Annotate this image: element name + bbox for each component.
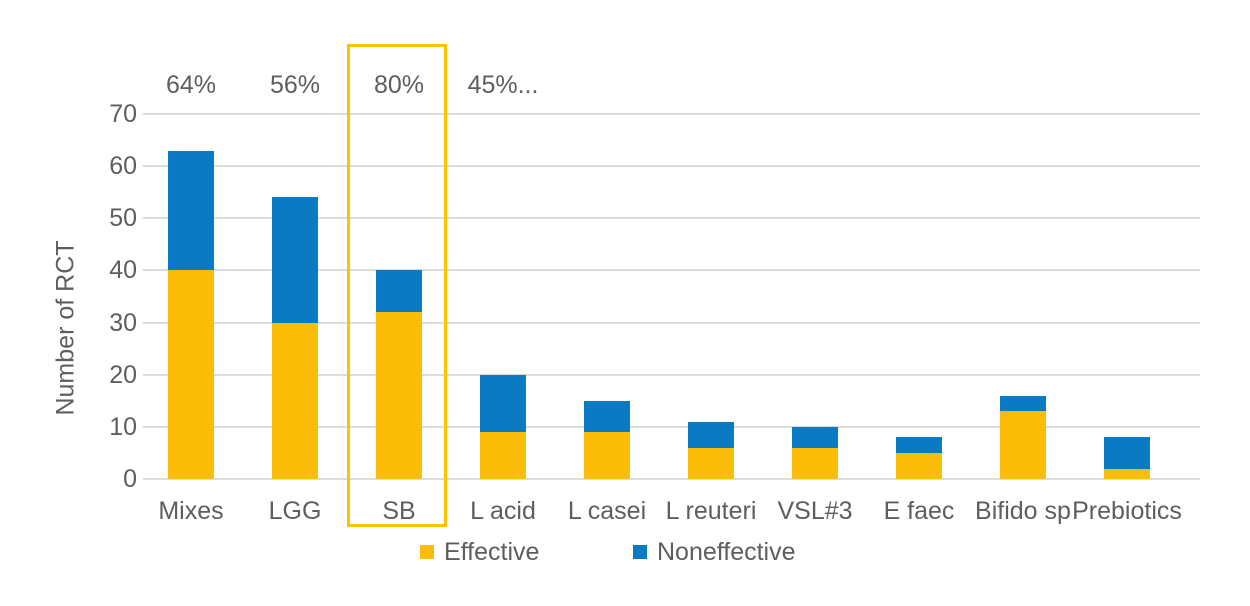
- bar-segment-noneffective: [480, 374, 526, 433]
- gridline: [143, 321, 1200, 324]
- bar-segment-noneffective: [168, 150, 214, 271]
- gridline: [143, 113, 1200, 115]
- legend-item: Noneffective: [633, 538, 796, 566]
- bar-segment-noneffective: [1104, 437, 1150, 469]
- y-tick-label: 0: [123, 465, 137, 493]
- bar-segment-effective: [1104, 468, 1150, 479]
- category-label: LGG: [268, 497, 322, 525]
- bar-segment-noneffective: [376, 270, 422, 313]
- bar-annotation: 45%...: [467, 71, 539, 99]
- gridline: [143, 425, 1200, 428]
- gridline: [143, 217, 1200, 220]
- bar-segment-noneffective: [272, 197, 318, 323]
- bar-segment-effective: [376, 312, 422, 479]
- category-label: Mixes: [158, 497, 224, 525]
- bar-annotation: 80%: [373, 71, 425, 99]
- bar-segment-noneffective: [792, 426, 838, 448]
- bar-annotation: 56%: [269, 71, 321, 99]
- y-tick-label: 60: [109, 152, 137, 181]
- category-label: Prebiotics: [1072, 497, 1182, 525]
- bar-segment-effective: [896, 452, 942, 479]
- category-label: L casei: [567, 497, 647, 525]
- category-label: L acid: [470, 497, 536, 525]
- bar-segment-effective: [480, 432, 526, 479]
- gridline: [143, 373, 1200, 376]
- highlight-box-sb: [347, 44, 447, 527]
- category-label: SB: [382, 497, 416, 525]
- legend-item: Effective: [420, 538, 539, 566]
- gridline: [143, 269, 1200, 272]
- legend-label: Effective: [444, 538, 540, 566]
- category-label: VSL#3: [777, 497, 853, 525]
- bar-segment-effective: [1000, 411, 1046, 479]
- bar-segment-noneffective: [896, 437, 942, 453]
- bar-segment-effective: [688, 447, 734, 479]
- bar-annotation: 64%: [165, 71, 217, 99]
- category-label: E faec: [883, 497, 955, 525]
- category-label: L reuteri: [665, 497, 757, 525]
- legend-label: Noneffective: [657, 538, 796, 566]
- category-label: Bifido sp: [975, 497, 1071, 525]
- y-tick-label: 40: [109, 256, 137, 285]
- y-tick-label: 50: [109, 204, 137, 233]
- bar-segment-effective: [168, 270, 214, 479]
- y-tick-label: 20: [109, 360, 137, 389]
- bar-segment-effective: [792, 447, 838, 479]
- bar-segment-effective: [272, 322, 318, 479]
- y-tick-label: 70: [109, 100, 137, 128]
- bar-segment-noneffective: [1000, 395, 1046, 412]
- gridline: [143, 165, 1200, 168]
- bar-segment-noneffective: [584, 400, 630, 433]
- y-tick-label: 30: [109, 308, 137, 337]
- bar-segment-noneffective: [688, 421, 734, 448]
- y-tick-label: 10: [109, 412, 137, 441]
- legend-swatch-icon: [633, 545, 647, 559]
- bar-segment-effective: [584, 432, 630, 479]
- legend-swatch-icon: [420, 545, 434, 559]
- gridline: [143, 478, 1200, 480]
